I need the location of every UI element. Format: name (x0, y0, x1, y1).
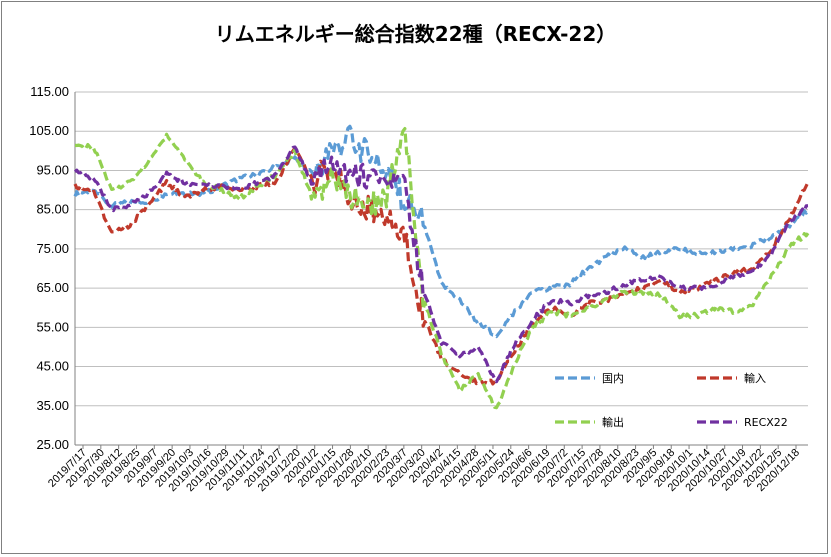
y-tick-label: 95.00 (36, 162, 69, 177)
x-axis: 2019/7/172019/7/302019/8/122019/8/252019… (46, 444, 808, 494)
legend-label: 輸出 (602, 415, 624, 429)
series-line-2 (73, 146, 810, 386)
legend-label: 国内 (602, 371, 624, 385)
y-tick-label: 85.00 (36, 202, 69, 217)
chart-title: リムエネルギー総合指数22種（RECX-22） (214, 22, 617, 46)
y-tick-label: 35.00 (36, 398, 69, 413)
y-axis: 115.00 105.00 95.00 85.00 75.00 65.00 55.00 45.… (29, 84, 76, 452)
y-tick-label: 75.00 (36, 241, 69, 256)
y-tick-label: 25.00 (36, 437, 69, 452)
y-tick-label: 65.00 (36, 280, 69, 295)
grid-lines (75, 91, 808, 446)
series-line-3 (74, 127, 810, 410)
y-tick-label: 55.00 (36, 319, 69, 334)
y-tick-label: 45.00 (36, 359, 69, 374)
legend-label: RECX22 (744, 416, 788, 429)
series-line-4 (73, 145, 809, 384)
series-lines (73, 124, 810, 410)
series-line-1 (73, 124, 810, 339)
y-tick-label: 115.00 (30, 84, 69, 99)
legend-label: 輸入 (744, 371, 766, 385)
y-tick-label: 105.00 (29, 123, 69, 138)
